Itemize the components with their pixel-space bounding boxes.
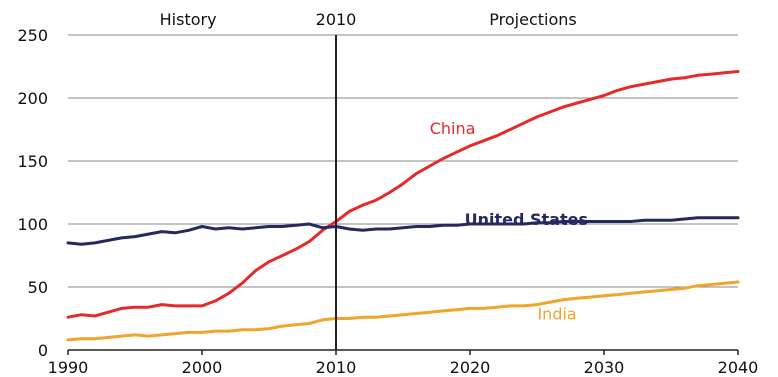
axes: 0 50 100 150 200 250 1990 2000 2010 2020 2030 2040 (17, 26, 758, 377)
series-labels: China United States India (430, 119, 588, 323)
y-tick-label: 200 (17, 89, 48, 108)
series-label-india: India (537, 304, 576, 323)
y-tick-label: 250 (17, 26, 48, 45)
series-line-india (66, 280, 740, 342)
divider-year-label: 2010 (316, 10, 357, 29)
y-tick-label: 0 (38, 341, 48, 360)
x-tick-label: 2020 (450, 358, 491, 377)
series-lines (66, 70, 740, 342)
gridlines (68, 34, 738, 288)
series-label-united-states: United States (465, 210, 588, 229)
x-tick-label: 2010 (316, 358, 357, 377)
series-label-china: China (430, 119, 476, 138)
x-tick-label: 1990 (48, 358, 89, 377)
y-tick-label: 150 (17, 152, 48, 171)
projections-label: Projections (489, 10, 576, 29)
series-line-china (66, 70, 740, 319)
x-tick-label: 2040 (718, 358, 759, 377)
y-tick-label: 100 (17, 215, 48, 234)
x-tick-label: 2000 (182, 358, 223, 377)
history-label: History (160, 10, 217, 29)
series-line-united-states (66, 216, 740, 246)
x-tick-label: 2030 (584, 358, 625, 377)
y-tick-label: 50 (28, 278, 48, 297)
